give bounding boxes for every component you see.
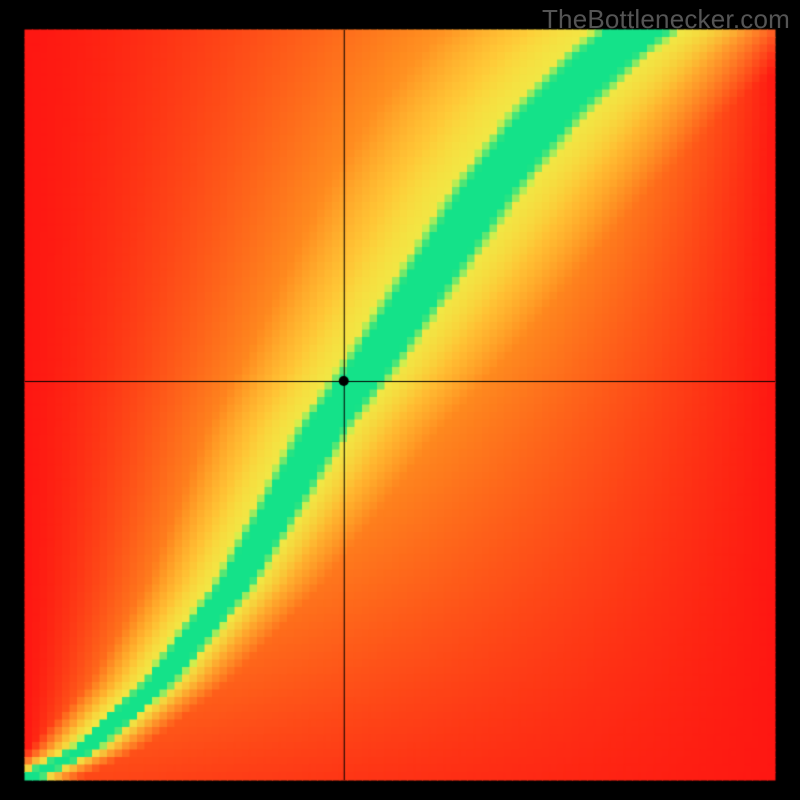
heatmap-canvas (0, 0, 800, 800)
chart-container: TheBottlenecker.com (0, 0, 800, 800)
watermark-text: TheBottlenecker.com (542, 4, 790, 35)
